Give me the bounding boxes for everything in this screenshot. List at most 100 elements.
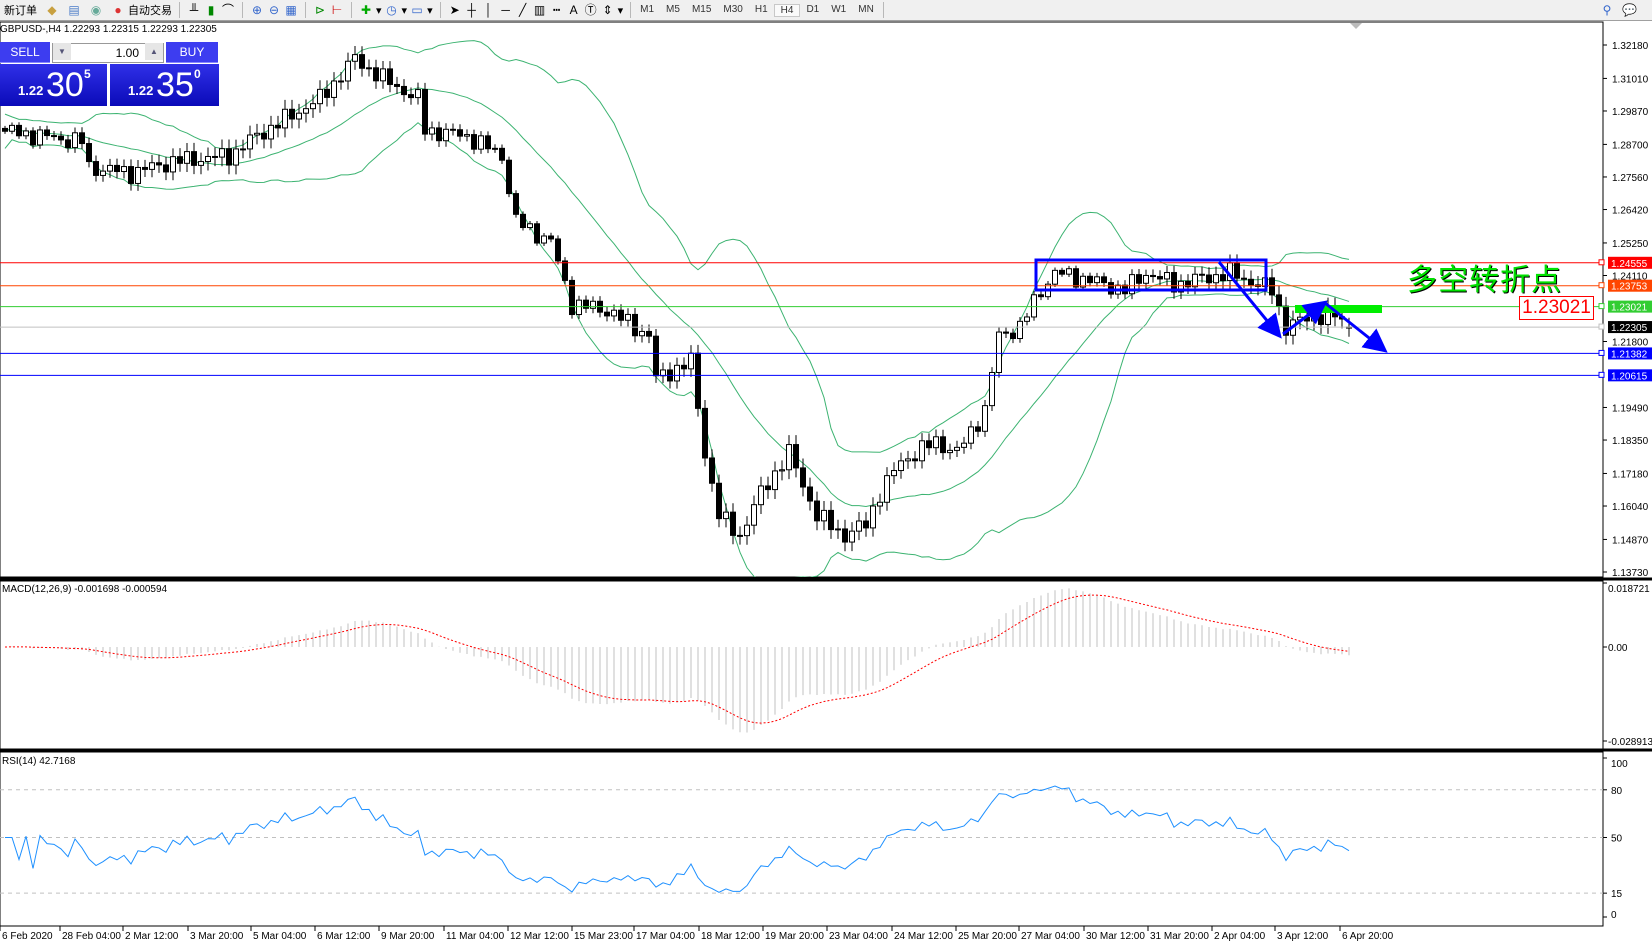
candle-body [1073, 268, 1079, 288]
lot-increase-button[interactable]: ▲ [145, 43, 163, 60]
level-handle [1598, 259, 1605, 266]
timeframe-mn[interactable]: MN [858, 3, 874, 15]
chart-shift-marker [1350, 23, 1362, 29]
timeframe-m1[interactable]: M1 [640, 3, 655, 15]
price-tick-label: 1.28700 [1612, 140, 1649, 151]
candle-body [352, 54, 358, 62]
candle-body [1150, 274, 1156, 278]
bar-chart-icon[interactable]: ╨ [189, 3, 199, 17]
lot-decrease-button[interactable]: ▼ [53, 43, 71, 60]
candle-body [142, 166, 148, 170]
candle-body [121, 166, 127, 173]
price-tick-label: 1.16040 [1612, 502, 1649, 513]
tile-windows-icon[interactable]: ▦ [285, 3, 297, 17]
fibonacci-icon[interactable]: ▥ [533, 3, 546, 17]
candle-body [471, 134, 477, 150]
text-label-icon[interactable]: Ⓣ [584, 3, 597, 17]
candle-body [1052, 269, 1058, 285]
chat-icon[interactable]: 💬 [1622, 3, 1637, 17]
zoom-out-icon[interactable]: ⊖ [268, 3, 280, 17]
candle-body [317, 88, 323, 105]
timeframe-m5[interactable]: M5 [666, 3, 680, 15]
line-chart-icon[interactable]: ⌒ [221, 3, 234, 17]
navigator-icon[interactable]: ▤ [68, 3, 80, 17]
time-tick-label: 6 Apr 20:00 [1342, 931, 1394, 942]
rsi-tick-label: 80 [1611, 786, 1623, 797]
price-tick-label: 1.19490 [1612, 403, 1649, 414]
candle-body [177, 156, 183, 164]
sell-price[interactable]: 1.22 30 5 [0, 64, 107, 106]
price-tick-label: 1.26420 [1612, 206, 1649, 217]
candle-body [1269, 277, 1275, 296]
level-price-tag [1608, 300, 1652, 313]
timeframe-d1[interactable]: D1 [806, 3, 820, 15]
candle-body [65, 139, 71, 149]
timeframe-m15[interactable]: M15 [691, 3, 712, 15]
new-order-button[interactable]: 新订单 [0, 1, 41, 20]
buy-price[interactable]: 1.22 35 0 [110, 64, 219, 106]
candle-body [23, 130, 29, 137]
rsi-tick-label: 100 [1611, 759, 1628, 770]
crosshair-icon[interactable]: ┼ [467, 3, 476, 17]
timeframe-h4[interactable]: H4 [773, 3, 801, 17]
templates-icon[interactable]: ▭ [411, 3, 423, 17]
candle-body [408, 94, 414, 99]
candle-body [961, 442, 967, 448]
fibo-fan-icon[interactable]: ┅ [552, 3, 561, 17]
lot-size-input[interactable]: 1.00 [52, 43, 164, 63]
text-icon[interactable]: A [569, 3, 578, 17]
chart-shift-icon[interactable]: ⊢ [331, 3, 343, 17]
time-tick-label: 31 Mar 20:00 [1150, 931, 1209, 942]
candle-body [1192, 273, 1198, 288]
timeframe-m30[interactable]: M30 [723, 3, 743, 15]
candle-body [373, 67, 379, 82]
candle-chart-icon[interactable]: ▮ [207, 3, 215, 17]
market-watch-icon[interactable]: ◆ [47, 3, 57, 17]
candle-body [1318, 314, 1324, 325]
level-handle [1598, 323, 1605, 330]
candle-body [205, 155, 211, 163]
timeframe-w1[interactable]: W1 [831, 3, 847, 15]
price-tick-label: 1.29870 [1612, 107, 1649, 118]
candle-body [996, 331, 1002, 373]
time-tick-label: 30 Mar 12:00 [1086, 931, 1145, 942]
periods-icon[interactable]: ◷ [386, 3, 397, 17]
auto-trading-button[interactable]: ● 自动交易 [107, 1, 176, 20]
trend-arrow [1324, 301, 1388, 353]
arrows-icon[interactable]: ⇕ [602, 3, 613, 17]
candle-body [359, 54, 365, 69]
candle-body [2, 127, 8, 132]
signals-icon[interactable]: ◉ [90, 3, 102, 17]
time-tick-label: 23 Mar 04:00 [829, 931, 888, 942]
price-tick-label: 1.18350 [1612, 436, 1649, 447]
vertical-line-icon[interactable]: │ [484, 3, 493, 17]
sell-button[interactable]: SELL [0, 42, 50, 63]
level-handle [1598, 349, 1605, 356]
sell-price-prefix: 1.22 [18, 83, 44, 98]
buy-button[interactable]: BUY [166, 42, 218, 63]
autoscroll-icon[interactable]: ⊳ [314, 3, 326, 17]
candle-body [933, 436, 939, 449]
rsi-pane-frame [0, 751, 1604, 927]
trendline-icon[interactable]: ╱ [518, 3, 527, 17]
candle-body [604, 311, 610, 317]
candle-body [828, 509, 834, 531]
candle-body [576, 299, 582, 316]
horizontal-line-icon[interactable]: ─ [501, 3, 510, 17]
candle-body [681, 364, 687, 370]
level-price-text: 1.23021 [1611, 303, 1648, 314]
zoom-in-icon[interactable]: ⊕ [251, 3, 263, 17]
candle-body [1178, 280, 1184, 293]
cursor-icon[interactable]: ➤ [449, 3, 460, 17]
indicators-icon[interactable]: ✚ [360, 3, 372, 17]
candle-body [800, 467, 806, 488]
candle-body [1129, 274, 1135, 295]
timeframe-h1[interactable]: H1 [754, 3, 768, 15]
search-icon[interactable]: ⚲ [1602, 3, 1612, 17]
candle-body [898, 460, 904, 472]
level-handle [1598, 371, 1605, 378]
candle-body [1094, 276, 1100, 284]
candle-body [1220, 274, 1226, 282]
candle-body [191, 151, 197, 166]
